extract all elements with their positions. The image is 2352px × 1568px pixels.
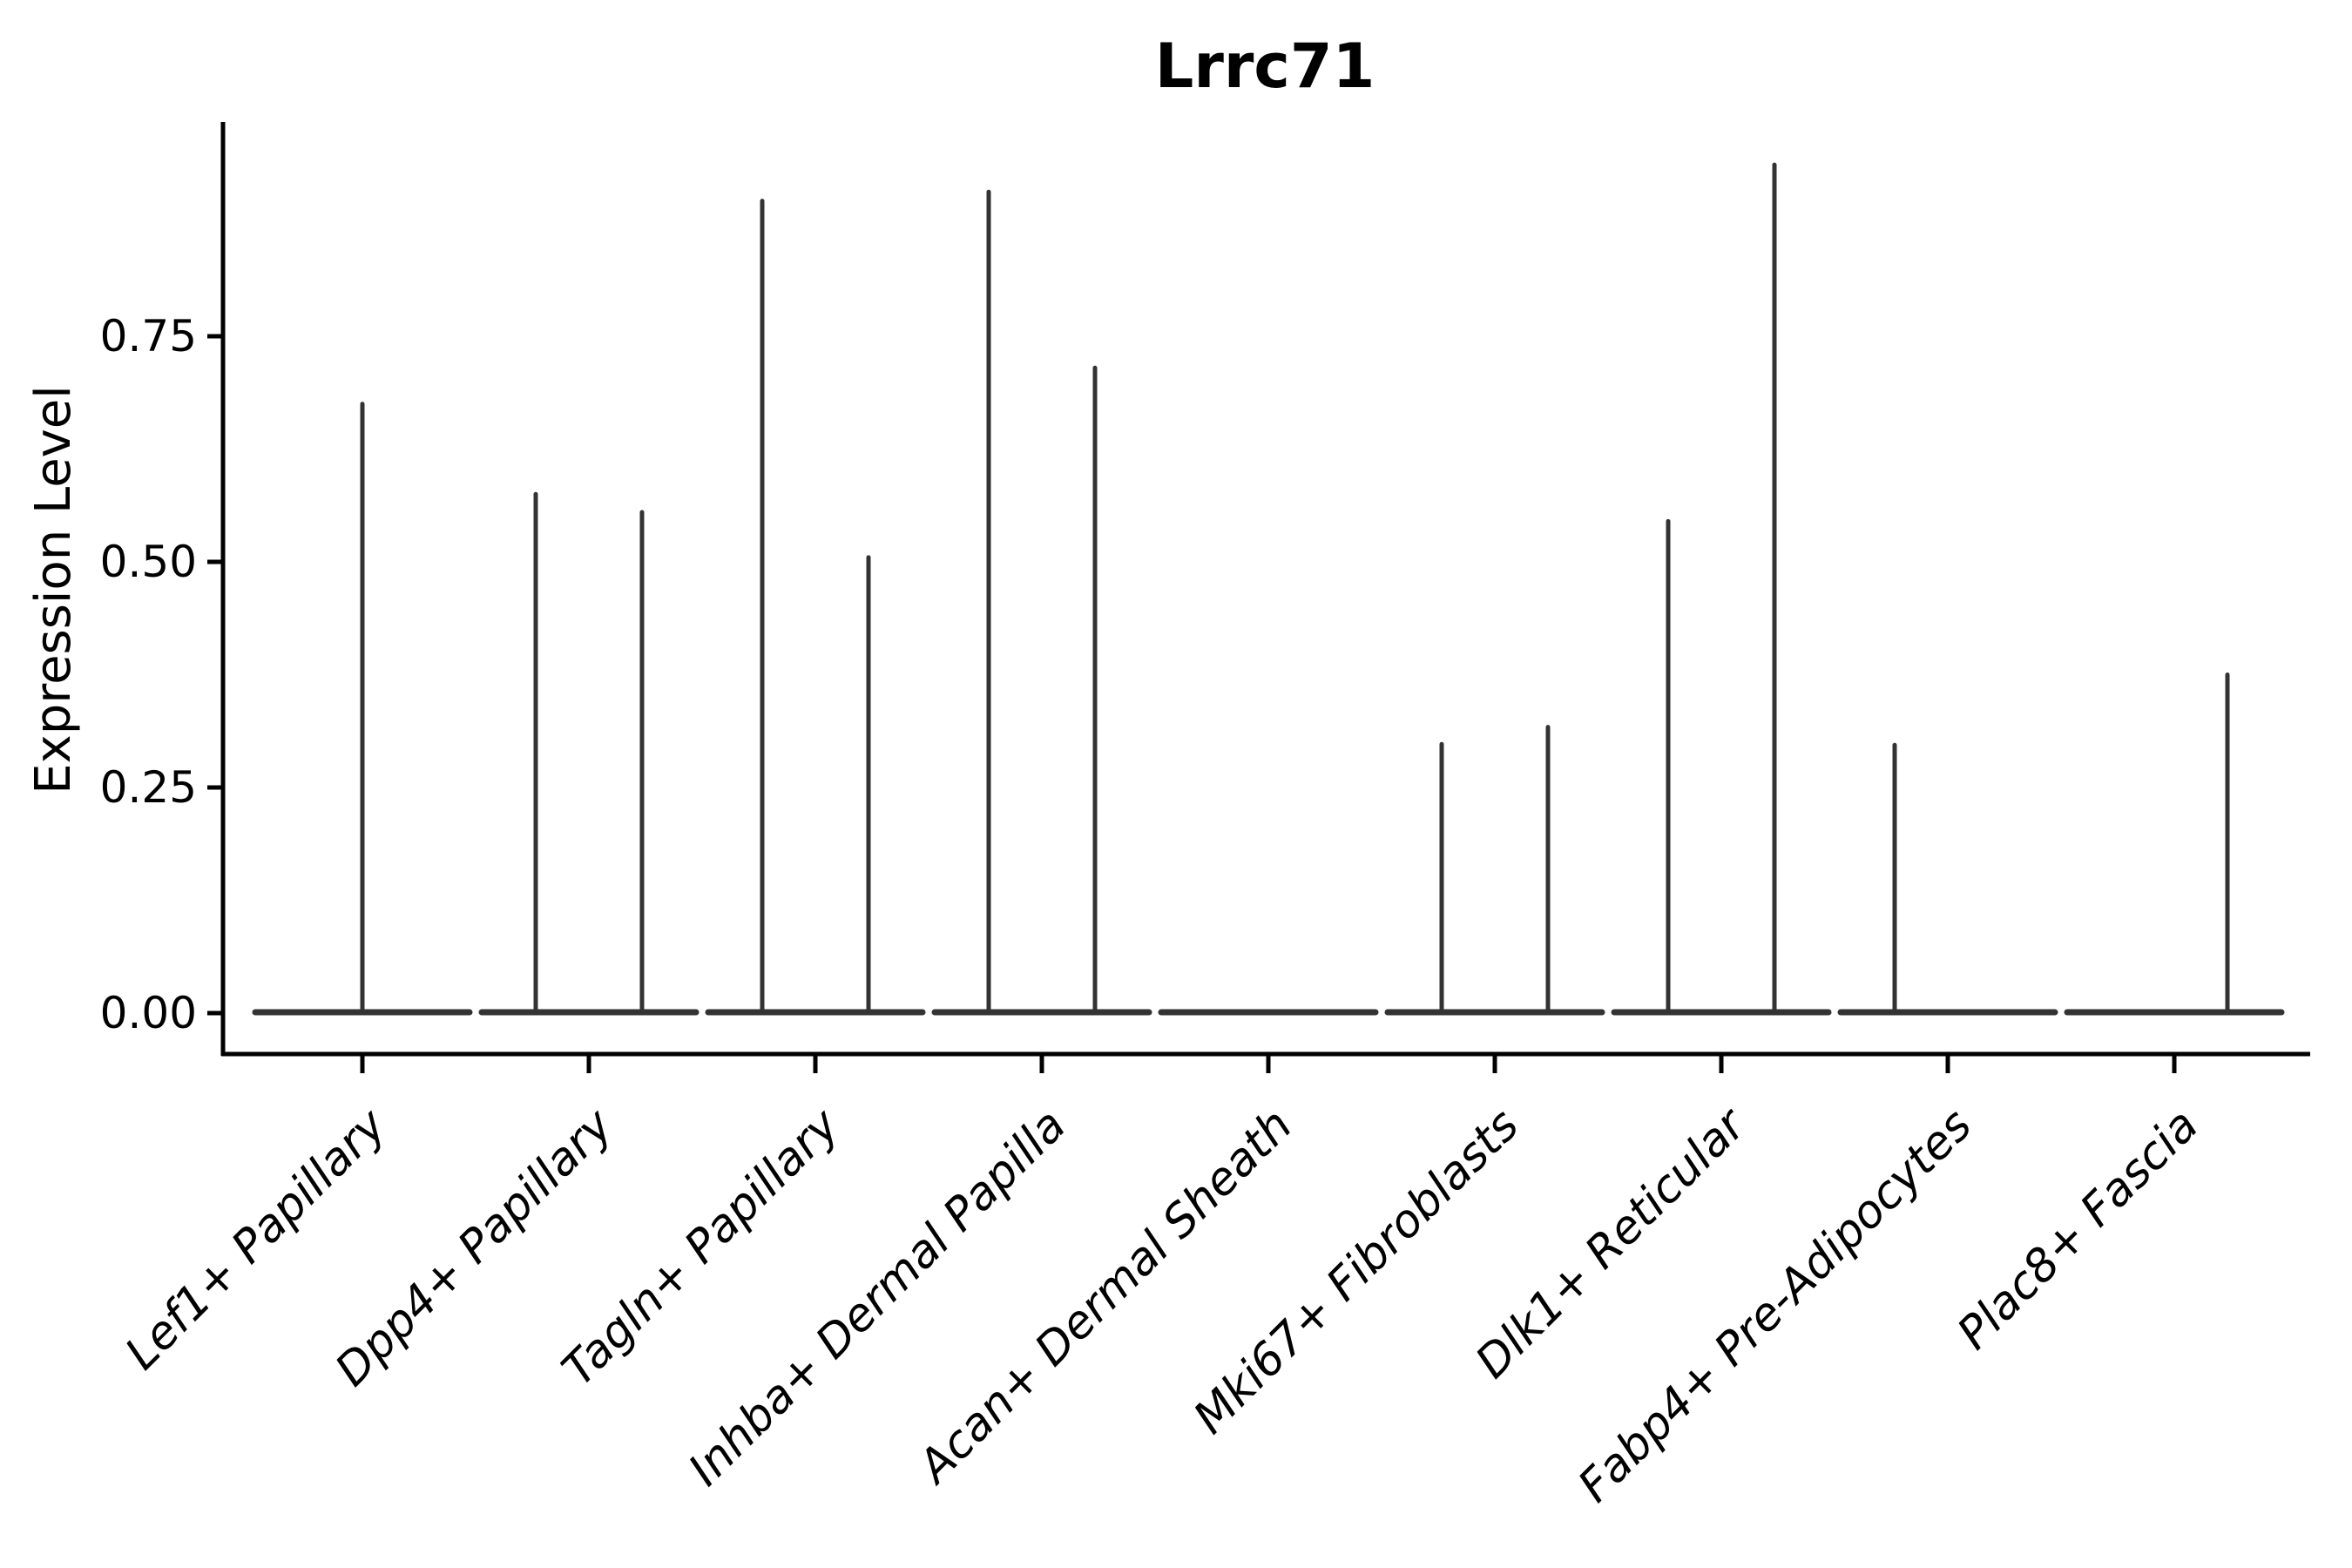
x-tick-label: Acan+ Dermal Sheath	[907, 1099, 1302, 1495]
violins-layer	[252, 162, 2285, 1016]
y-tick-label: 0.75	[100, 311, 197, 362]
y-tick-label: 0.25	[100, 762, 197, 813]
x-tick-label: Fabp4+ Pre-Adipocytes	[1569, 1099, 1983, 1513]
y-tick-label: 0.00	[100, 988, 197, 1038]
x-tick-label: Plac8+ Fascia	[1948, 1099, 2208, 1360]
y-axis-title: Expression Level	[25, 385, 82, 794]
x-tick-label: Inhba+ Dermal Papilla	[679, 1099, 1076, 1497]
y-tick-label: 0.50	[100, 537, 197, 587]
plot-title: Lrrc71	[1155, 30, 1375, 102]
